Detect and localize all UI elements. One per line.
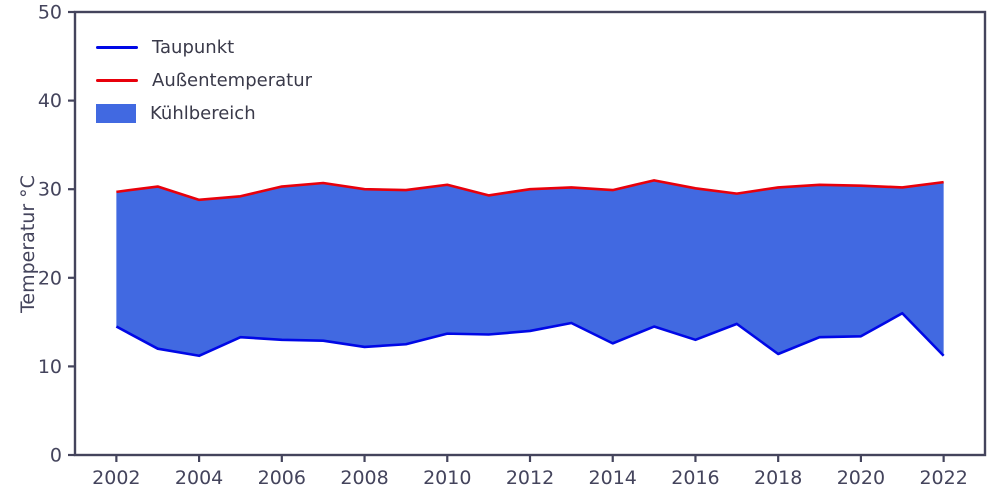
legend-label-aussentemperatur: Außentemperatur [152, 69, 313, 91]
x-tick-label: 2006 [258, 467, 306, 489]
taupunkt-line-swatch [96, 45, 138, 49]
legend-label-taupunkt: Taupunkt [152, 36, 235, 58]
x-tick-label: 2008 [340, 467, 388, 489]
legend: Taupunkt Außentemperatur Kühlbereich [96, 36, 312, 124]
x-tick-label: 2014 [589, 467, 637, 489]
legend-label-kuehlbereich: Kühlbereich [150, 102, 256, 124]
y-tick-label: 50 [38, 2, 62, 24]
legend-item-kuehlbereich: Kühlbereich [96, 102, 312, 124]
x-tick-label: 2016 [671, 467, 719, 489]
x-tick-label: 2004 [175, 467, 223, 489]
x-tick-label: 2018 [754, 467, 802, 489]
taupunkt-line [115, 311, 945, 358]
legend-item-aussentemperatur: Außentemperatur [96, 69, 312, 91]
y-tick-label: 20 [38, 267, 62, 289]
legend-item-taupunkt: Taupunkt [96, 36, 312, 58]
y-tick-label: 10 [38, 356, 62, 378]
x-tick-label: 2012 [506, 467, 554, 489]
y-tick-label: 30 [38, 179, 62, 201]
kuehlbereich-area-swatch [96, 103, 136, 123]
x-tick-label: 2022 [919, 467, 967, 489]
y-tick-label: 40 [38, 90, 62, 112]
x-tick-label: 2002 [92, 467, 140, 489]
x-tick-label: 2020 [837, 467, 885, 489]
aussentemperatur-line-swatch [96, 78, 138, 82]
aussentemperatur-line [116, 179, 944, 202]
x-tick-label: 2010 [423, 467, 471, 489]
y-tick-label: 0 [50, 445, 62, 467]
y-axis-label: Temperatur °C [17, 175, 39, 313]
kuehlbereich-area [116, 180, 944, 356]
